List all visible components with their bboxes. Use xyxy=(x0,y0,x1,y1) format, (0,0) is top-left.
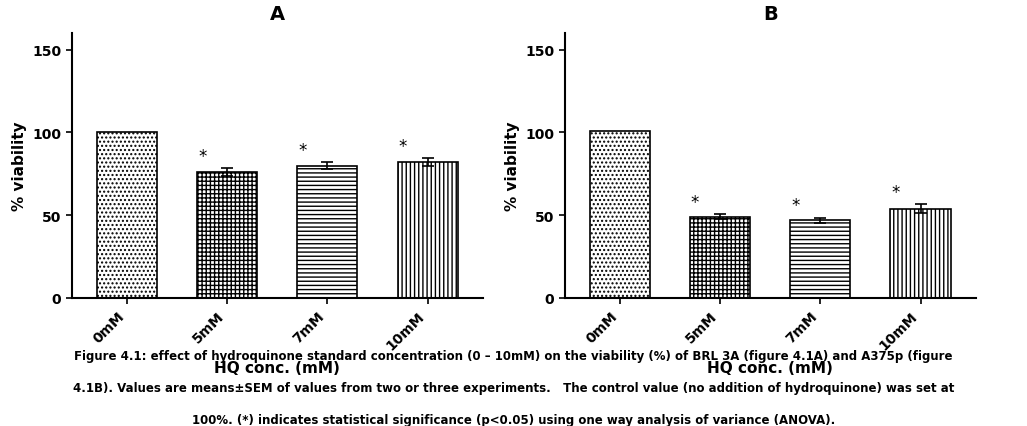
Bar xyxy=(791,221,850,298)
Text: A: A xyxy=(270,5,284,23)
Bar xyxy=(397,163,458,298)
Bar xyxy=(197,173,257,298)
Bar xyxy=(298,166,357,298)
Text: *: * xyxy=(198,147,206,165)
Y-axis label: % viability: % viability xyxy=(11,121,27,211)
X-axis label: HQ conc. (mM): HQ conc. (mM) xyxy=(215,360,340,375)
Text: *: * xyxy=(691,193,699,212)
Bar xyxy=(589,132,650,298)
Text: *: * xyxy=(791,197,799,215)
Text: *: * xyxy=(891,184,900,201)
Text: *: * xyxy=(398,138,407,155)
Y-axis label: % viability: % viability xyxy=(504,121,520,211)
Bar xyxy=(890,209,951,298)
Text: *: * xyxy=(298,141,306,159)
Bar xyxy=(97,133,157,298)
X-axis label: HQ conc. (mM): HQ conc. (mM) xyxy=(708,360,833,375)
Text: 100%. (*) indicates statistical significance (p<0.05) using one way analysis of : 100%. (*) indicates statistical signific… xyxy=(192,413,835,426)
Text: 4.1B). Values are means±SEM of values from two or three experiments.   The contr: 4.1B). Values are means±SEM of values fr… xyxy=(73,381,954,394)
Bar xyxy=(690,217,750,298)
Text: B: B xyxy=(763,5,777,23)
Text: Figure 4.1: effect of hydroquinone standard concentration (0 – 10mM) on the viab: Figure 4.1: effect of hydroquinone stand… xyxy=(74,349,953,362)
